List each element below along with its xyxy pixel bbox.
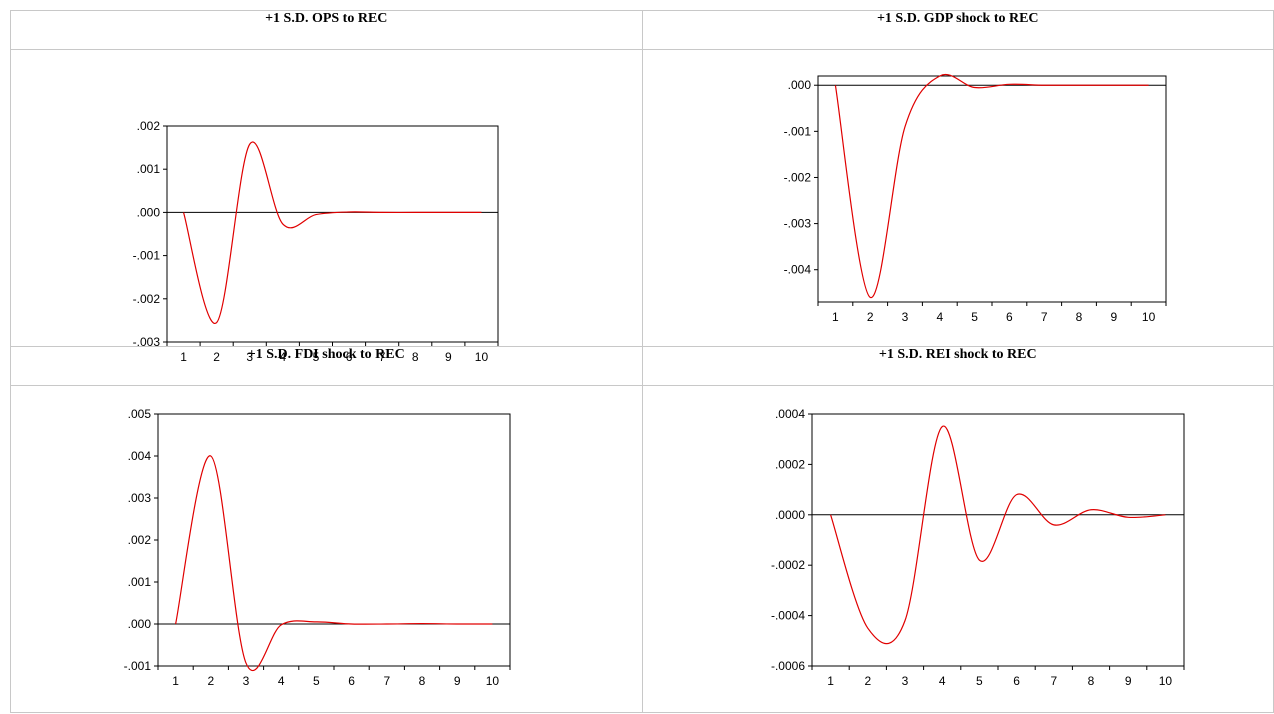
- chart-cell-ops: .002 .001 .000 -.001 -.002 -.003 1 2 3 4 5 6 7 8 9 10: [10, 49, 643, 364]
- plot-frame: [817, 75, 1166, 303]
- y-tick-label: .0004: [774, 407, 804, 421]
- chart-title-rei: +1 S.D. REI shock to REC: [641, 346, 1274, 386]
- ops-response-chart: .002 .001 .000 -.001 -.002 -.003 1 2 3 4 5 6 7 8 9 10: [133, 119, 499, 364]
- x-tick-label: 1: [172, 674, 179, 688]
- x-tick-label: 5: [971, 310, 978, 324]
- y-tick-label: .002: [128, 533, 152, 547]
- y-tick-label: -.0002: [770, 558, 804, 572]
- y-tick-label: .000: [787, 78, 811, 92]
- x-tick-label: 1: [832, 310, 839, 324]
- plot-frame: [166, 125, 499, 343]
- x-tick-label: 8: [1087, 674, 1094, 688]
- y-tick-label: .003: [128, 491, 152, 505]
- x-tick-label: 6: [346, 350, 353, 364]
- y-tick-label: -.004: [783, 263, 811, 277]
- x-tick-label: 10: [1141, 310, 1155, 324]
- x-tick-label: 2: [866, 310, 873, 324]
- x-tick-label: 4: [280, 350, 287, 364]
- y-tick-label: .0000: [774, 508, 804, 522]
- y-tick-label: .005: [128, 407, 152, 421]
- chart-cell-gdp: .000 -.001 -.002 -.003 -.004 1 2 3 4 5 6 7 8 9 10: [641, 49, 1274, 347]
- x-tick-label: 5: [313, 674, 320, 688]
- response-series-line: [834, 73, 1149, 299]
- chart-title-gdp: +1 S.D. GDP shock to REC: [641, 10, 1274, 50]
- x-tick-label: 10: [475, 350, 489, 364]
- x-tick-label: 5: [313, 350, 320, 364]
- y-tick-label: -.002: [783, 170, 811, 184]
- x-tick-label: 7: [379, 350, 386, 364]
- x-tick-label: 9: [1124, 674, 1131, 688]
- response-series-line: [175, 455, 493, 672]
- x-tick-label: 10: [1158, 674, 1172, 688]
- impulse-response-grid: +1 S.D. OPS to REC +1 S.D. GDP shock to …: [10, 10, 1274, 713]
- x-tick-label: 8: [1075, 310, 1082, 324]
- chart-cell-fdi: .005 .004 .003 .002 .001 .000 -.001 1 2 3 4 5 6 7 8 9 10: [10, 385, 643, 713]
- y-tick-label: -.001: [783, 124, 811, 138]
- response-series-line: [829, 425, 1165, 645]
- y-tick-label: .001: [128, 575, 152, 589]
- x-tick-label: 4: [936, 310, 943, 324]
- fdi-response-chart: .005 .004 .003 .002 .001 .000 -.001 1 2 3 4 5 6 7 8 9 10: [124, 407, 511, 688]
- x-tick-label: 10: [486, 674, 500, 688]
- x-tick-label: 9: [454, 674, 461, 688]
- x-tick-label: 7: [1040, 310, 1047, 324]
- y-tick-label: -.001: [133, 249, 161, 263]
- x-tick-label: 3: [901, 310, 908, 324]
- x-tick-label: 8: [419, 674, 426, 688]
- x-tick-label: 7: [383, 674, 390, 688]
- x-tick-label: 6: [348, 674, 355, 688]
- rei-response-chart: .0004 .0002 .0000 -.0002 -.0004 -.0006 1 2 3 4 5 6 7…: [770, 407, 1184, 688]
- plot-frame: [157, 413, 511, 667]
- gdp-response-chart: .000 -.001 -.002 -.003 -.004 1 2 3 4 5 6 7 8 9 10: [783, 73, 1166, 324]
- y-tick-label: -.002: [133, 292, 161, 306]
- y-tick-label: -.0006: [770, 659, 804, 673]
- y-tick-label: .004: [128, 449, 152, 463]
- x-tick-label: 7: [1050, 674, 1057, 688]
- response-series-line: [182, 141, 482, 324]
- x-tick-label: 6: [1006, 310, 1013, 324]
- x-tick-label: 1: [827, 674, 834, 688]
- x-tick-label: 5: [976, 674, 983, 688]
- y-tick-label: .002: [137, 119, 161, 133]
- y-tick-label: -.003: [783, 217, 811, 231]
- x-tick-label: 2: [864, 674, 871, 688]
- chart-title-ops: +1 S.D. OPS to REC: [10, 10, 643, 50]
- y-tick-label: -.0004: [770, 609, 804, 623]
- x-tick-label: 9: [1110, 310, 1117, 324]
- y-tick-label: .000: [128, 617, 152, 631]
- y-tick-label: .0002: [774, 457, 804, 471]
- x-tick-label: 8: [412, 350, 419, 364]
- y-tick-label: -.001: [124, 659, 152, 673]
- x-tick-label: 3: [243, 674, 250, 688]
- x-tick-label: 2: [213, 350, 220, 364]
- x-tick-label: 6: [1013, 674, 1020, 688]
- chart-title-fdi: +1 S.D. FDI shock to REC: [10, 346, 643, 386]
- x-tick-label: 9: [445, 350, 452, 364]
- y-tick-label: -.003: [133, 335, 161, 349]
- y-tick-label: .001: [137, 162, 161, 176]
- x-tick-label: 3: [901, 674, 908, 688]
- y-tick-label: .000: [137, 205, 161, 219]
- x-tick-label: 3: [246, 350, 253, 364]
- x-tick-label: 4: [278, 674, 285, 688]
- chart-cell-rei: .0004 .0002 .0000 -.0002 -.0004 -.0006 1 2 3 4 5 6 7…: [641, 385, 1274, 713]
- x-tick-label: 2: [207, 674, 214, 688]
- x-tick-label: 4: [938, 674, 945, 688]
- x-tick-label: 1: [180, 350, 187, 364]
